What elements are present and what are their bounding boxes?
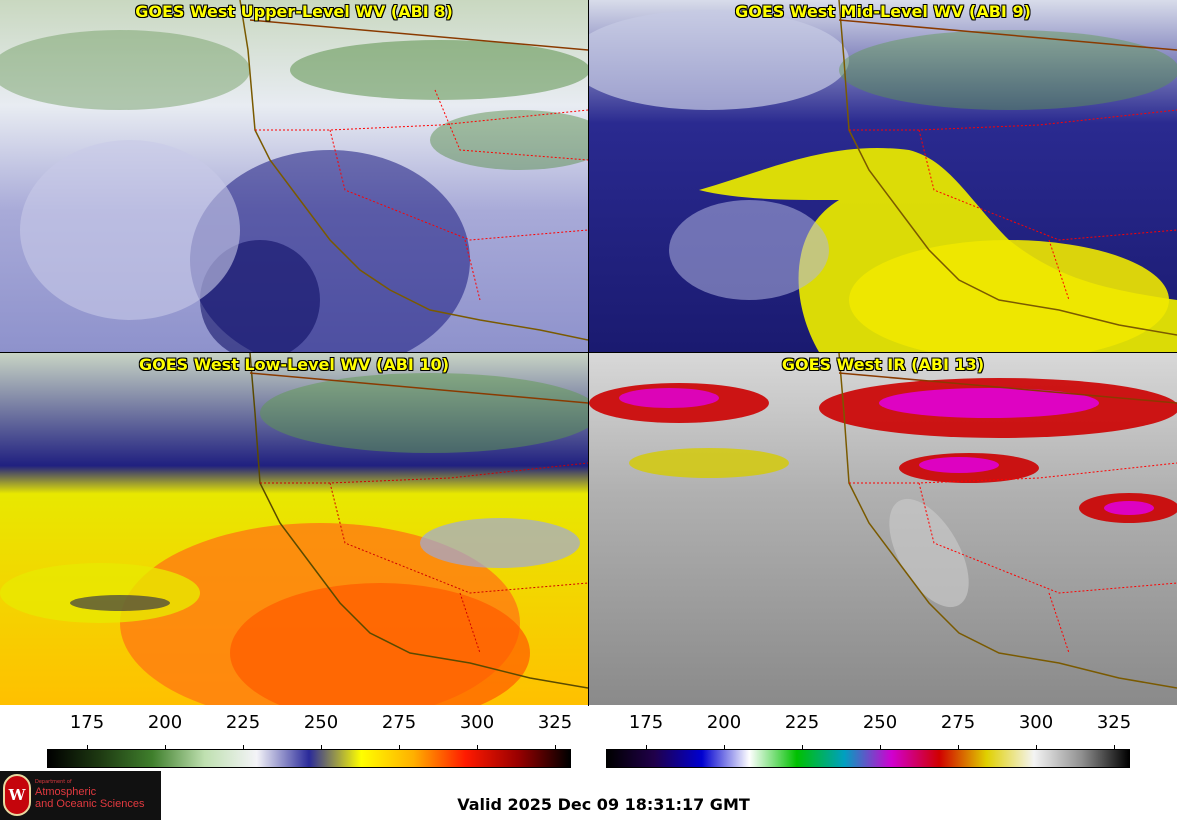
logo-name-line1: Atmospheric (35, 786, 97, 798)
wv-tick-label: 225 (225, 712, 261, 733)
ir-tick-label: 275 (940, 712, 976, 733)
wv-tick-mark (165, 745, 166, 750)
wv-colorbar-gradient (47, 749, 571, 768)
wv-tick-mark (555, 745, 556, 750)
wv-tick-mark (399, 745, 400, 750)
wv-tick-label: 200 (147, 712, 183, 733)
panel-title: GOES West IR (ABI 13) (781, 355, 985, 374)
wv-tick-label: 300 (459, 712, 495, 733)
panel-title: GOES West Mid-Level WV (ABI 9) (735, 2, 1031, 21)
mid-level-wv-panel: GOES West Mid-Level WV (ABI 9) (589, 0, 1177, 352)
panel-divider-vertical (588, 0, 589, 706)
ir-tick-label: 325 (1096, 712, 1132, 733)
ir-tick-mark (958, 745, 959, 750)
wv-tick-label: 325 (537, 712, 573, 733)
panel-title: GOES West Low-Level WV (ABI 10) (138, 355, 449, 374)
logo-dept-text: Department of (35, 779, 72, 785)
low-level-wv-image (0, 353, 588, 705)
valid-time-label: Valid 2025 Dec 09 18:31:17 GMT (457, 795, 750, 814)
ir-tick-label: 225 (784, 712, 820, 733)
panel-divider-horizontal (0, 352, 1177, 353)
ir-tick-mark (646, 745, 647, 750)
mid-level-wv-image (589, 0, 1177, 352)
ir-tick-mark (880, 745, 881, 750)
wv-tick-mark (321, 745, 322, 750)
low-level-wv-panel: GOES West Low-Level WV (ABI 10) (0, 353, 588, 705)
ir-tick-mark (724, 745, 725, 750)
upper-level-wv-panel: GOES West Upper-Level WV (ABI 8) (0, 0, 588, 352)
wv-tick-mark (477, 745, 478, 750)
uw-seal-icon: W (3, 774, 31, 816)
ir-panel: GOES West IR (ABI 13) (589, 353, 1177, 705)
wv-tick-label: 175 (69, 712, 105, 733)
ir-tick-mark (802, 745, 803, 750)
ir-tick-mark (1114, 745, 1115, 750)
ir-tick-mark (1036, 745, 1037, 750)
wv-tick-label: 275 (381, 712, 417, 733)
ir-image (589, 353, 1177, 705)
logo-name-line2: and Oceanic Sciences (35, 798, 145, 810)
ir-colorbar-gradient (606, 749, 1130, 768)
wv-tick-label: 250 (303, 712, 339, 733)
panel-title: GOES West Upper-Level WV (ABI 8) (135, 2, 453, 21)
wv-tick-mark (243, 745, 244, 750)
aos-logo: W Department of Atmospheric and Oceanic … (0, 771, 161, 820)
wv-tick-mark (87, 745, 88, 750)
ir-tick-label: 250 (862, 712, 898, 733)
upper-level-wv-image (0, 0, 588, 352)
ir-tick-label: 200 (706, 712, 742, 733)
ir-tick-label: 300 (1018, 712, 1054, 733)
ir-tick-label: 175 (628, 712, 664, 733)
